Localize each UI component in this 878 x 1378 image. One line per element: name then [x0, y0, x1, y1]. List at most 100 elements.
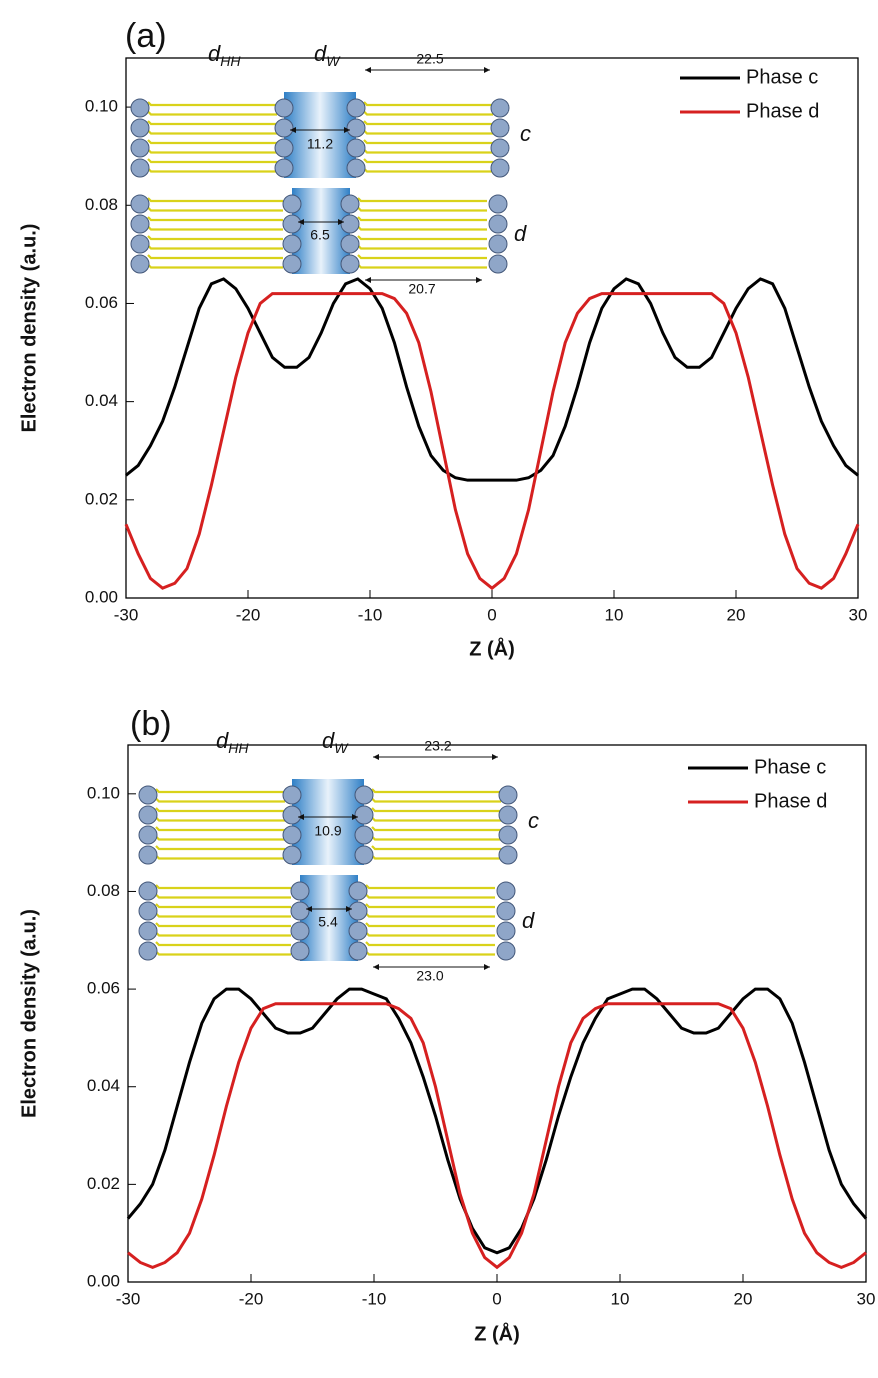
lipid-chain	[365, 941, 495, 947]
lipid-chain	[147, 158, 277, 164]
y-tick-label: 0.02	[87, 1174, 120, 1193]
inset-label: 10.9	[314, 823, 341, 839]
y-tick-label: 0.08	[85, 195, 118, 214]
water-layer	[292, 779, 364, 865]
lipid-chain	[155, 826, 285, 832]
head-group	[496, 921, 516, 941]
lipid-chain	[155, 835, 285, 841]
lipid-chain	[363, 158, 493, 164]
x-tick-label: 30	[849, 605, 868, 624]
head-group	[282, 194, 302, 214]
lipid-chain	[363, 167, 493, 173]
x-tick-label: -30	[116, 1289, 141, 1308]
x-tick-label: -20	[236, 605, 261, 624]
lipid-chain	[155, 893, 291, 899]
label-base: d	[314, 41, 327, 66]
lipid-chain	[155, 903, 291, 909]
lipid-chain	[147, 263, 283, 269]
head-group	[488, 234, 508, 254]
x-tick-label: -10	[362, 1289, 387, 1308]
y-axis-label: Electron density (a.u.)	[18, 909, 40, 1118]
head-group	[346, 158, 366, 178]
lipid-chain	[147, 139, 277, 145]
head-group	[138, 785, 158, 805]
head-group	[348, 881, 368, 901]
legend-label: Phase c	[746, 66, 818, 88]
lipid-chain	[155, 816, 285, 822]
lipid-chain	[155, 950, 291, 956]
inset-label: 6.5	[310, 227, 330, 243]
lipid-chain	[363, 110, 493, 116]
x-tick-label: -30	[114, 605, 139, 624]
lipid-chain	[155, 797, 285, 803]
x-tick-label: 0	[492, 1289, 501, 1308]
lipid-chain	[363, 139, 493, 145]
head-group	[130, 254, 150, 274]
x-tick-label: 10	[611, 1289, 630, 1308]
lipid-chain	[147, 244, 283, 250]
inset-label: dHH	[216, 728, 249, 756]
inset-label: c	[520, 121, 531, 146]
lipid-chain	[371, 816, 501, 822]
head-group	[488, 214, 508, 234]
legend-label: Phase d	[746, 100, 819, 122]
head-group	[282, 234, 302, 254]
head-group	[488, 254, 508, 274]
lipid-chain	[155, 884, 291, 890]
head-group	[130, 118, 150, 138]
lipid-chain	[147, 148, 277, 154]
water-layer	[284, 92, 356, 178]
lipid-chain	[155, 912, 291, 918]
lipid-chain	[147, 235, 283, 241]
lipid-chain	[155, 807, 285, 813]
head-group	[346, 138, 366, 158]
lipid-chain	[365, 912, 495, 918]
lipid-chain	[363, 120, 493, 126]
head-group	[274, 138, 294, 158]
inset-label: 11.2	[307, 136, 333, 152]
head-group	[130, 234, 150, 254]
label-base: d	[322, 728, 335, 753]
y-tick-label: 0.00	[85, 587, 118, 606]
lipid-chain	[357, 197, 487, 203]
head-group	[138, 881, 158, 901]
head-group	[130, 158, 150, 178]
x-tick-label: 20	[734, 1289, 753, 1308]
water-layer	[300, 875, 358, 961]
head-group	[130, 194, 150, 214]
head-group	[354, 845, 374, 865]
lipid-chain	[371, 845, 501, 851]
x-tick-label: 20	[727, 605, 746, 624]
head-group	[290, 941, 310, 961]
lipid-chain	[357, 244, 487, 250]
lipid-chain	[371, 826, 501, 832]
lipid-chain	[371, 788, 501, 794]
x-axis-label: Z (Å)	[469, 636, 515, 660]
inset-label: d	[522, 908, 535, 933]
head-group	[282, 805, 302, 825]
head-group	[498, 785, 518, 805]
water-layer	[292, 188, 350, 274]
inset-label: 22.5	[416, 51, 443, 67]
lipid-chain	[155, 854, 285, 860]
inset-label: dW	[314, 41, 341, 69]
y-tick-label: 0.02	[85, 489, 118, 508]
y-tick-label: 0.04	[87, 1076, 120, 1095]
head-group	[282, 214, 302, 234]
head-group	[138, 901, 158, 921]
lipid-chain	[147, 254, 283, 260]
inset-label: 5.4	[318, 914, 338, 930]
arrow-head	[290, 127, 350, 133]
lipid-chain	[155, 845, 285, 851]
head-group	[290, 921, 310, 941]
label-base: d	[216, 728, 229, 753]
head-group	[130, 138, 150, 158]
head-group	[138, 941, 158, 961]
inset-label: dHH	[208, 41, 241, 69]
head-group	[274, 158, 294, 178]
lipid-chain	[363, 101, 493, 107]
label-subscript: W	[334, 740, 349, 756]
head-group	[496, 881, 516, 901]
label-subscript: W	[326, 53, 341, 69]
head-group	[488, 194, 508, 214]
